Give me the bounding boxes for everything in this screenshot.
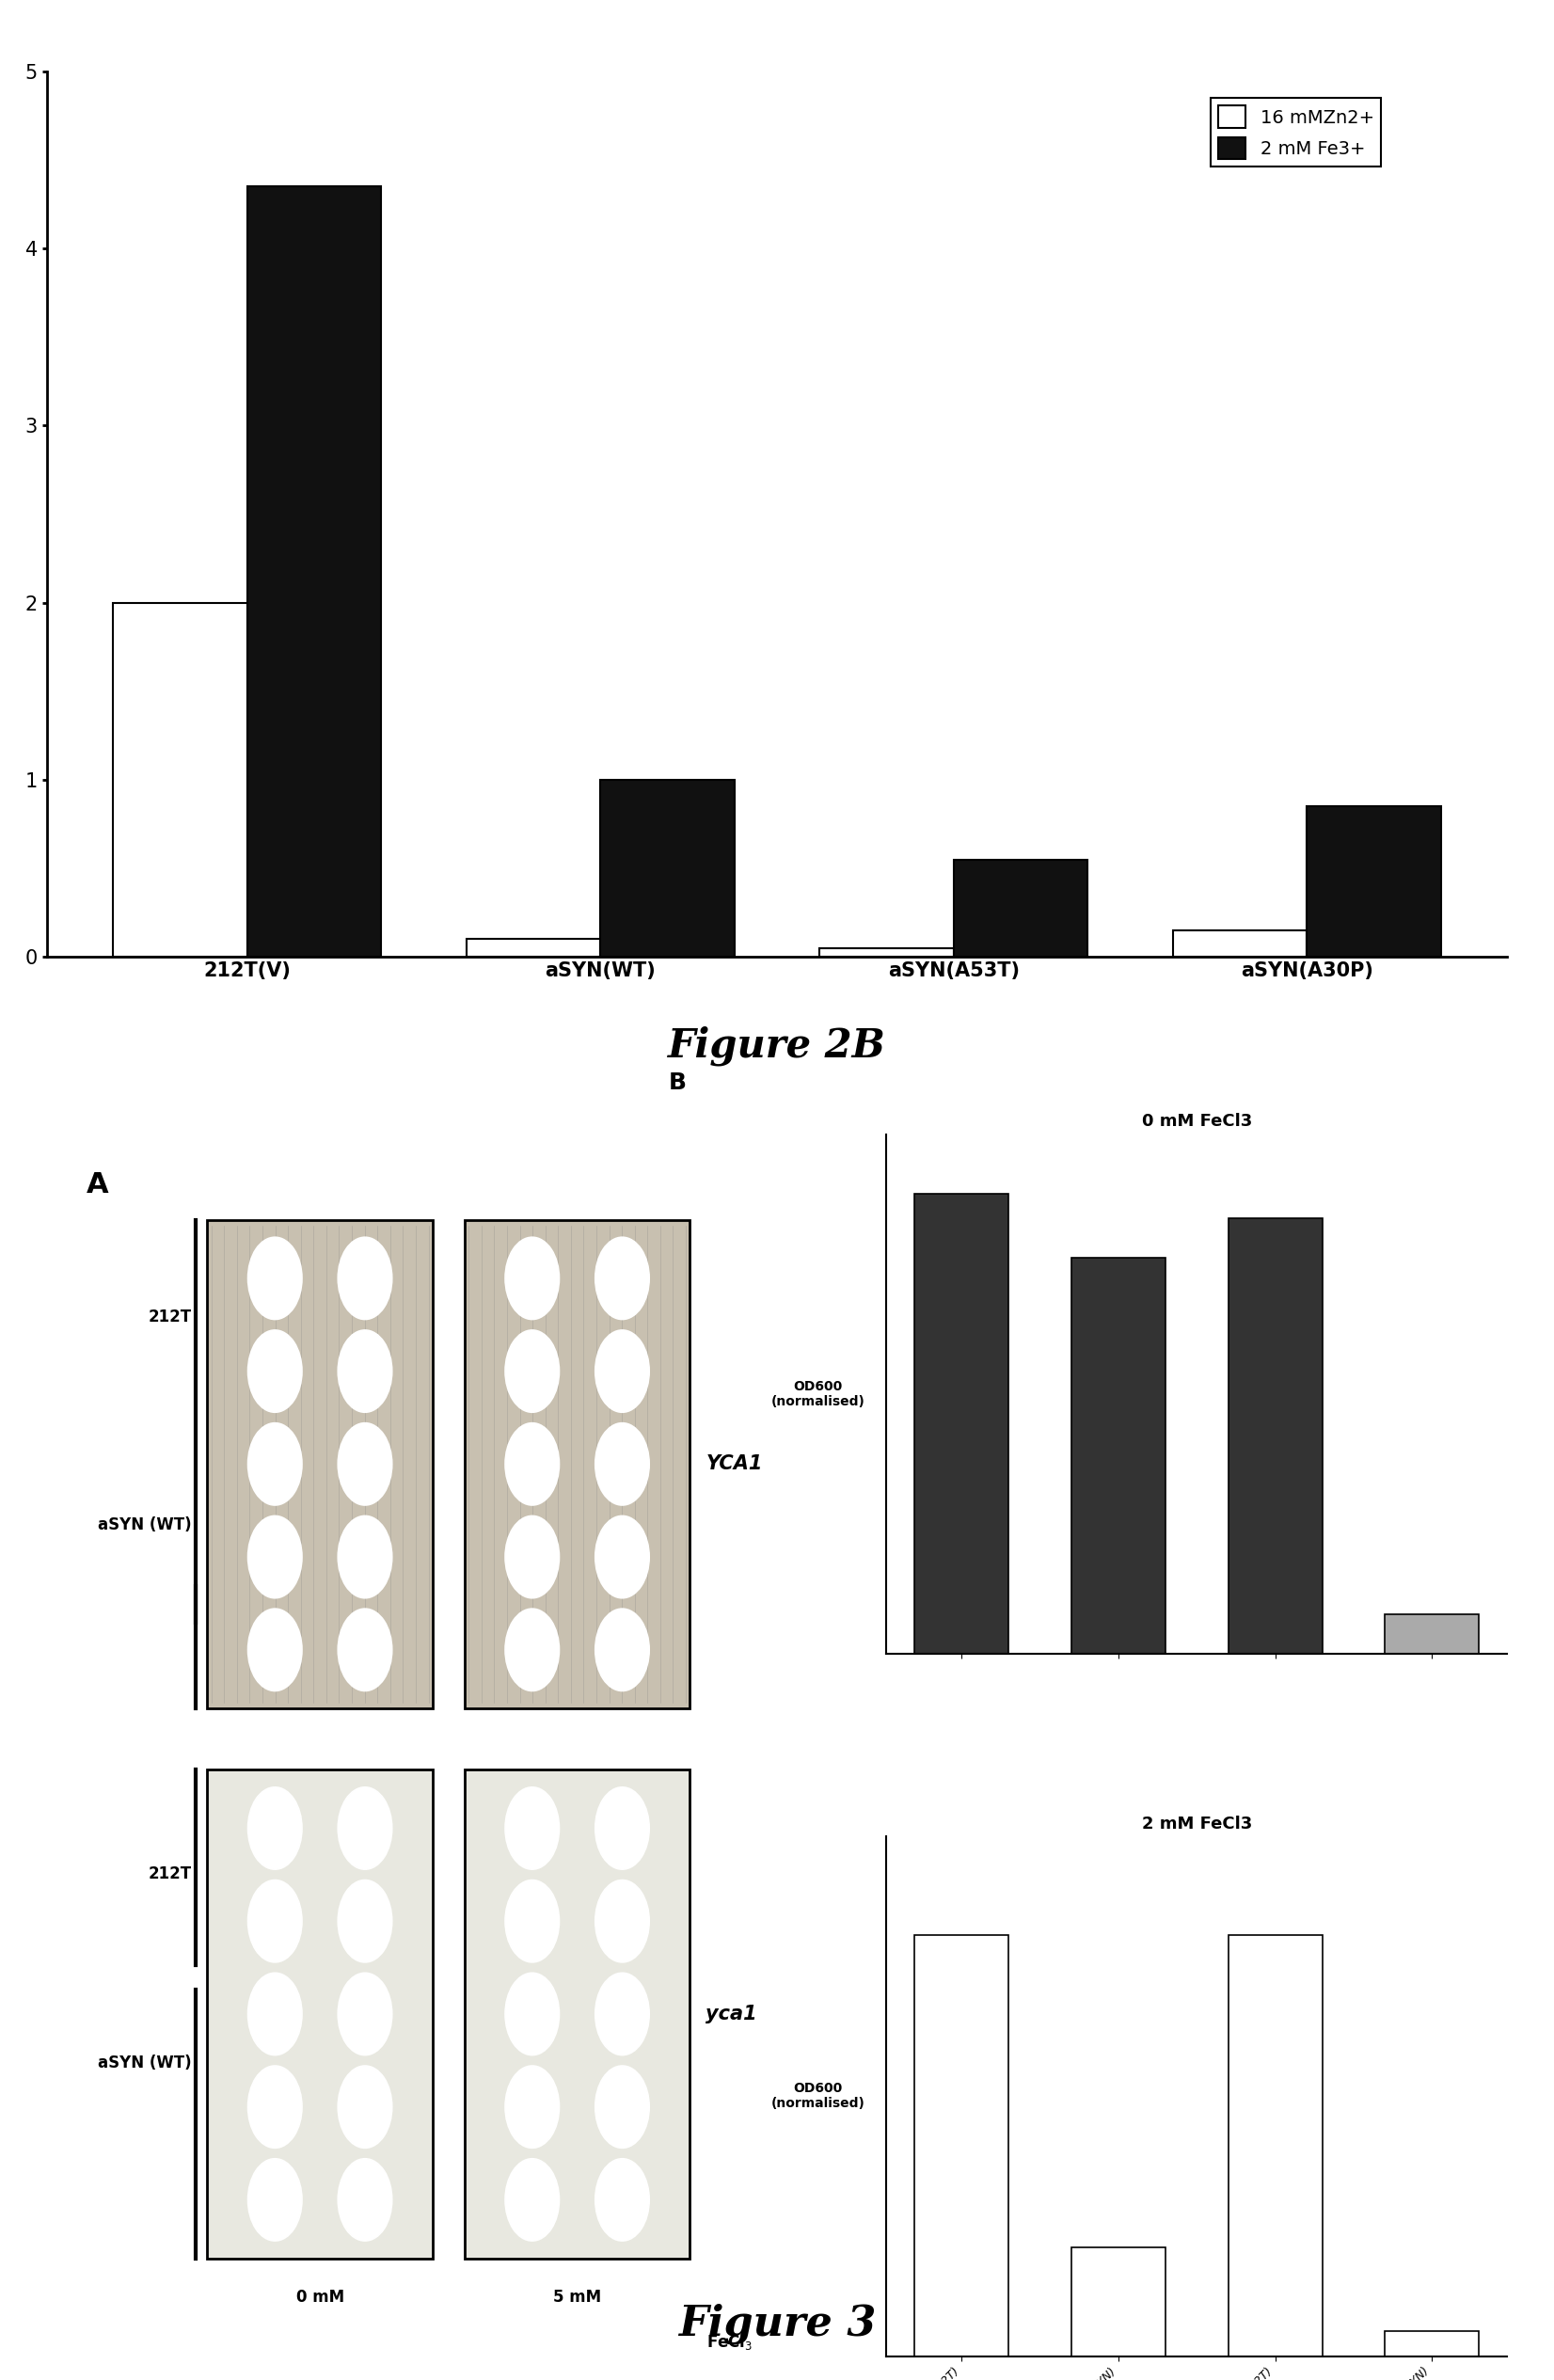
Circle shape bbox=[505, 2159, 559, 2242]
Title: 2 mM FeCl3: 2 mM FeCl3 bbox=[1142, 1816, 1253, 1833]
Bar bbox=[1228, 1935, 1322, 2356]
Circle shape bbox=[337, 1238, 392, 1319]
Text: Figure 2B: Figure 2B bbox=[668, 1026, 886, 1066]
Circle shape bbox=[337, 1330, 392, 1411]
Text: aSYN (WT): aSYN (WT) bbox=[98, 1516, 191, 1533]
Circle shape bbox=[337, 1880, 392, 1961]
Bar bbox=[914, 1935, 1009, 2356]
Circle shape bbox=[249, 1238, 301, 1319]
Bar bbox=[465, 1219, 690, 1709]
Title: 0 mM FeCl3: 0 mM FeCl3 bbox=[1142, 1114, 1253, 1130]
Circle shape bbox=[505, 1787, 559, 1868]
Circle shape bbox=[595, 2066, 650, 2149]
Circle shape bbox=[505, 2066, 559, 2149]
Circle shape bbox=[337, 1973, 392, 2054]
Text: B: B bbox=[668, 1071, 687, 1095]
Bar bbox=[1228, 1219, 1322, 1654]
Bar bbox=[247, 186, 381, 957]
Text: 212T: 212T bbox=[148, 1866, 191, 1883]
Circle shape bbox=[249, 1330, 301, 1411]
Circle shape bbox=[249, 1516, 301, 1597]
Circle shape bbox=[249, 2159, 301, 2242]
Circle shape bbox=[337, 1516, 392, 1597]
Circle shape bbox=[505, 1973, 559, 2054]
Circle shape bbox=[337, 1609, 392, 1690]
Circle shape bbox=[595, 1423, 650, 1504]
Bar bbox=[1071, 2247, 1166, 2356]
Circle shape bbox=[595, 1238, 650, 1319]
Text: 5 mM: 5 mM bbox=[553, 2290, 601, 2306]
Circle shape bbox=[595, 1330, 650, 1411]
Circle shape bbox=[249, 1423, 301, 1504]
Bar bbox=[1173, 931, 1307, 957]
Circle shape bbox=[249, 1609, 301, 1690]
Bar bbox=[1385, 2332, 1479, 2356]
Circle shape bbox=[337, 2066, 392, 2149]
Circle shape bbox=[249, 1787, 301, 1868]
Text: 0 mM: 0 mM bbox=[295, 2290, 343, 2306]
Circle shape bbox=[337, 2159, 392, 2242]
Text: 212T: 212T bbox=[148, 1309, 191, 1326]
Text: YCA1: YCA1 bbox=[706, 1454, 763, 1473]
Text: FeCl$_3$: FeCl$_3$ bbox=[707, 2332, 754, 2351]
Bar bbox=[819, 947, 954, 957]
Bar bbox=[466, 940, 600, 957]
Circle shape bbox=[249, 1973, 301, 2054]
Circle shape bbox=[595, 2159, 650, 2242]
Text: Figure 3: Figure 3 bbox=[678, 2304, 876, 2344]
Circle shape bbox=[505, 1238, 559, 1319]
Bar bbox=[113, 602, 247, 957]
Bar bbox=[465, 1771, 690, 2259]
Bar bbox=[1307, 807, 1441, 957]
Circle shape bbox=[595, 1516, 650, 1597]
Bar bbox=[1385, 1614, 1479, 1654]
Text: aSYN (WT): aSYN (WT) bbox=[98, 2054, 191, 2071]
Bar bbox=[954, 859, 1088, 957]
Bar bbox=[207, 1771, 432, 2259]
Bar bbox=[207, 1219, 432, 1709]
Circle shape bbox=[249, 1880, 301, 1961]
Bar bbox=[914, 1192, 1009, 1654]
Circle shape bbox=[505, 1330, 559, 1411]
Bar bbox=[1071, 1259, 1166, 1654]
Circle shape bbox=[337, 1423, 392, 1504]
Circle shape bbox=[337, 1787, 392, 1868]
Circle shape bbox=[595, 1973, 650, 2054]
Circle shape bbox=[595, 1787, 650, 1868]
Circle shape bbox=[505, 1516, 559, 1597]
Text: yca1: yca1 bbox=[706, 2004, 757, 2023]
Circle shape bbox=[595, 1609, 650, 1690]
Circle shape bbox=[595, 1880, 650, 1961]
Legend: 16 mMZn2+, 2 mM Fe3+: 16 mMZn2+, 2 mM Fe3+ bbox=[1211, 98, 1382, 167]
Text: A: A bbox=[87, 1171, 109, 1197]
Circle shape bbox=[505, 1880, 559, 1961]
Y-axis label: OD600
(normalised): OD600 (normalised) bbox=[771, 1380, 866, 1409]
Bar bbox=[600, 781, 735, 957]
Circle shape bbox=[505, 1609, 559, 1690]
Circle shape bbox=[505, 1423, 559, 1504]
Circle shape bbox=[249, 2066, 301, 2149]
Y-axis label: OD600
(normalised): OD600 (normalised) bbox=[771, 2082, 866, 2111]
